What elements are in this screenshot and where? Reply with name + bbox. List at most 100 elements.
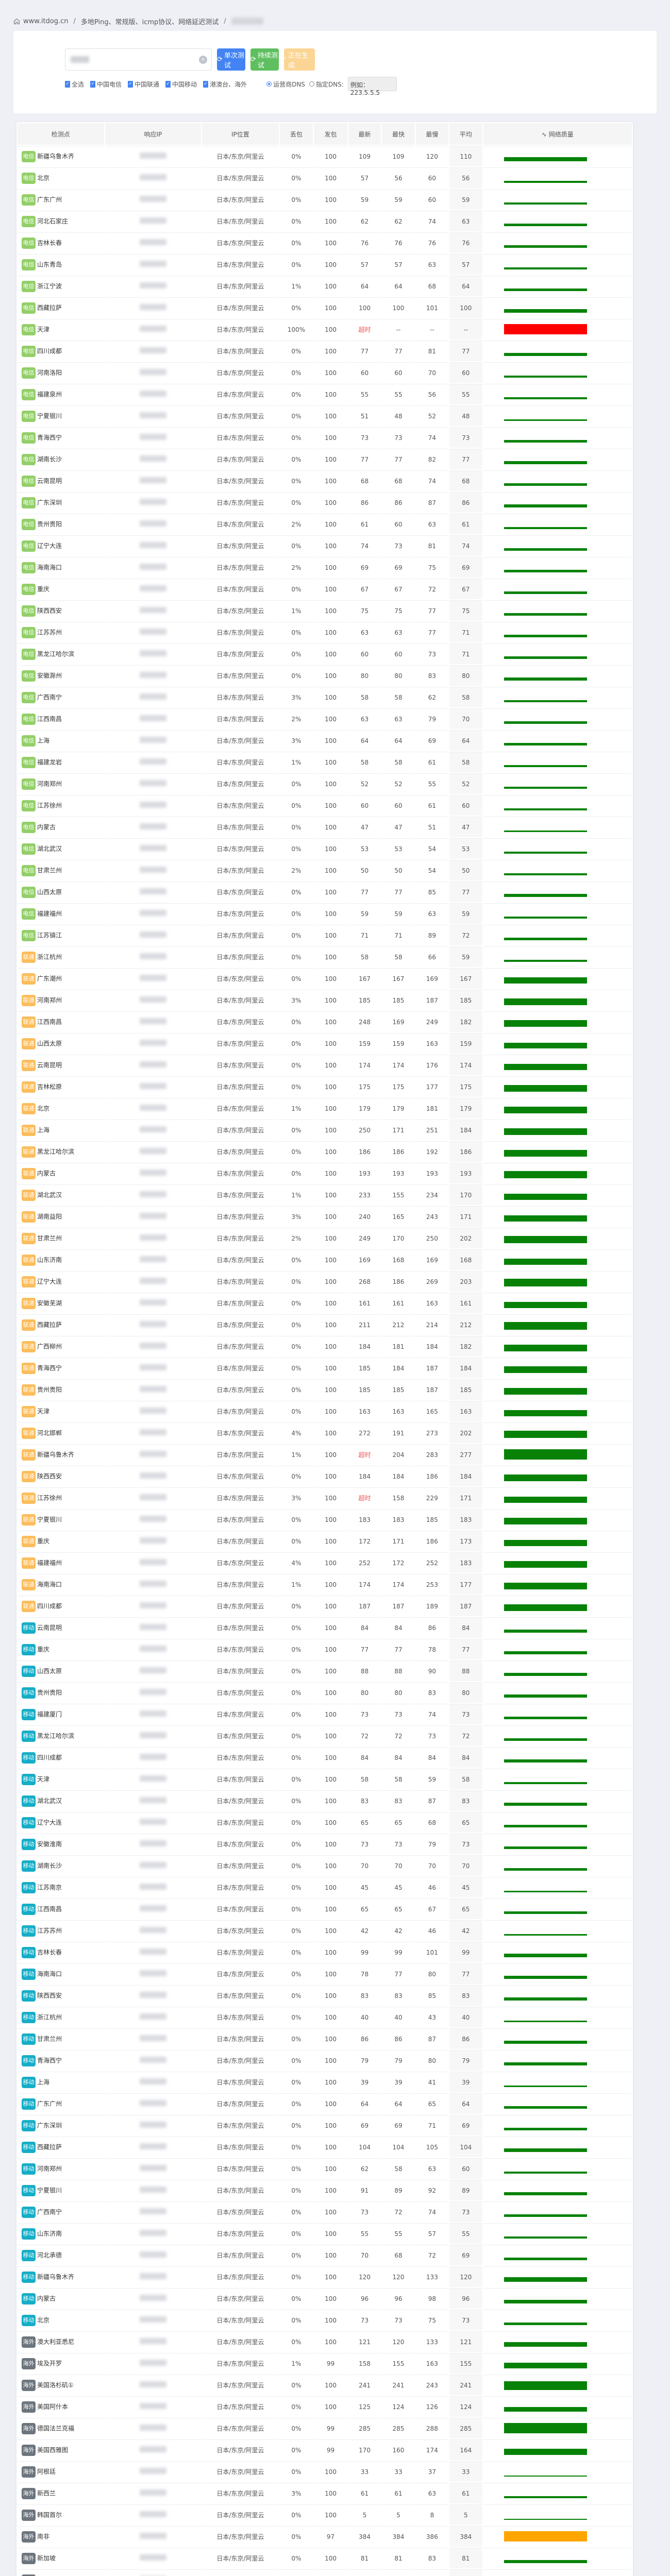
quality-cell[interactable] [483, 2223, 632, 2244]
quality-cell[interactable] [483, 1487, 632, 1508]
table-row[interactable]: 电信 重庆 日本/东京/阿里云 0% 100 67 67 72 67 [18, 579, 632, 599]
quality-cell[interactable] [483, 838, 632, 859]
table-row[interactable]: 移动 广东广州 日本/东京/阿里云 0% 100 64 64 65 64 [18, 2093, 632, 2114]
quality-cell[interactable] [483, 1531, 632, 1551]
header-fastest[interactable]: 最快 [382, 123, 415, 145]
table-row[interactable]: 移动 广东深圳 日本/东京/阿里云 0% 100 69 69 71 69 [18, 2115, 632, 2136]
quality-cell[interactable] [483, 1812, 632, 1833]
table-row[interactable]: 电信 江苏苏州 日本/东京/阿里云 0% 100 63 63 77 71 [18, 622, 632, 642]
table-row[interactable]: 联通 宁夏银川 日本/东京/阿里云 0% 100 183 183 185 183 [18, 1509, 632, 1530]
table-row[interactable]: 联通 吉林松原 日本/东京/阿里云 0% 100 175 175 177 175 [18, 1076, 632, 1097]
quality-cell[interactable] [483, 1725, 632, 1746]
quality-cell[interactable] [483, 925, 632, 945]
quality-cell[interactable] [483, 1271, 632, 1292]
quality-cell[interactable] [483, 1617, 632, 1638]
quality-cell[interactable] [483, 600, 632, 621]
quality-cell[interactable] [483, 1401, 632, 1421]
header-sent[interactable]: 发包 [314, 123, 347, 145]
table-row[interactable]: 电信 广东深圳 日本/东京/阿里云 0% 100 86 86 87 86 [18, 492, 632, 513]
table-row[interactable]: 移动 天津 日本/东京/阿里云 0% 100 58 58 59 58 [18, 1769, 632, 1789]
continuous-test-button[interactable]: ⟳ 持续测试 [250, 48, 279, 71]
table-row[interactable]: 电信 江西南昌 日本/东京/阿里云 2% 100 63 63 79 70 [18, 708, 632, 729]
quality-cell[interactable] [483, 1466, 632, 1486]
table-row[interactable]: 联通 江苏徐州 日本/东京/阿里云 3% 100 超时 158 229 171 [18, 1487, 632, 1508]
table-row[interactable]: 移动 湖北武汉 日本/东京/阿里云 0% 100 83 83 87 83 [18, 1790, 632, 1811]
quality-cell[interactable] [483, 2245, 632, 2265]
quality-cell[interactable] [483, 2396, 632, 2417]
quality-cell[interactable] [483, 211, 632, 231]
header-quality[interactable]: ∿ 网络质量 [483, 123, 632, 145]
table-row[interactable]: 海外 阿根廷 日本/东京/阿里云 0% 100 33 33 37 33 [18, 2461, 632, 2482]
quality-cell[interactable] [483, 1076, 632, 1097]
quality-cell[interactable] [483, 2483, 632, 2503]
table-row[interactable]: 联通 河北邯郸 日本/东京/阿里云 4% 100 272 191 273 202 [18, 1422, 632, 1443]
table-row[interactable]: 联通 上海 日本/东京/阿里云 0% 100 250 171 251 184 [18, 1120, 632, 1140]
table-row[interactable]: 移动 云南昆明 日本/东京/阿里云 0% 100 84 84 86 84 [18, 1617, 632, 1638]
table-row[interactable]: 联通 内蒙古 日本/东京/阿里云 0% 100 193 193 193 193 [18, 1163, 632, 1183]
quality-cell[interactable] [483, 795, 632, 816]
radio-isp-dns[interactable]: 运营商DNS [266, 80, 305, 89]
quality-cell[interactable] [483, 752, 632, 772]
quality-cell[interactable] [483, 860, 632, 880]
header-location[interactable]: 检测点 [18, 123, 104, 145]
dns-input[interactable]: 例如：223.5.5.5 [347, 77, 397, 96]
quality-cell[interactable] [483, 2418, 632, 2438]
table-row[interactable]: 移动 贵州贵阳 日本/东京/阿里云 0% 100 80 80 83 80 [18, 1682, 632, 1703]
quality-cell[interactable] [483, 1120, 632, 1140]
quality-cell[interactable] [483, 189, 632, 210]
table-row[interactable]: 电信 吉林长春 日本/东京/阿里云 0% 100 76 76 76 76 [18, 232, 632, 253]
quality-cell[interactable] [483, 1747, 632, 1768]
quality-cell[interactable] [483, 1985, 632, 2006]
table-row[interactable]: 海外 南非 日本/东京/阿里云 0% 97 384 384 386 384 [18, 2526, 632, 2547]
table-row[interactable]: 联通 广西柳州 日本/东京/阿里云 0% 100 184 181 184 182 [18, 1336, 632, 1357]
table-row[interactable]: 电信 广东广州 日本/东京/阿里云 0% 100 59 59 60 59 [18, 189, 632, 210]
quality-cell[interactable] [483, 773, 632, 794]
quality-cell[interactable] [483, 990, 632, 1010]
quality-cell[interactable] [483, 2288, 632, 2309]
quality-cell[interactable] [483, 276, 632, 296]
table-row[interactable]: 联通 安徽芜湖 日本/东京/阿里云 0% 100 161 161 163 161 [18, 1293, 632, 1313]
quality-cell[interactable] [483, 2028, 632, 2049]
table-row[interactable]: 电信 陕西西安 日本/东京/阿里云 1% 100 75 75 77 75 [18, 600, 632, 621]
table-row[interactable]: 移动 江西南昌 日本/东京/阿里云 0% 100 65 65 67 65 [18, 1899, 632, 1919]
quality-cell[interactable] [483, 1336, 632, 1357]
table-row[interactable]: 联通 浙江杭州 日本/东京/阿里云 0% 100 58 58 66 59 [18, 946, 632, 967]
quality-cell[interactable] [483, 579, 632, 599]
quality-cell[interactable] [483, 2461, 632, 2482]
quality-cell[interactable] [483, 1141, 632, 1162]
table-row[interactable]: 电信 西藏拉萨 日本/东京/阿里云 0% 100 100 100 101 100 [18, 297, 632, 318]
quality-cell[interactable] [483, 557, 632, 578]
quality-cell[interactable] [483, 1639, 632, 1659]
quality-cell[interactable] [483, 1055, 632, 1075]
quality-cell[interactable] [483, 2548, 632, 2568]
table-row[interactable]: 移动 浙江杭州 日本/东京/阿里云 0% 100 40 40 43 40 [18, 2007, 632, 2027]
header-slowest[interactable]: 最慢 [415, 123, 449, 145]
table-row[interactable]: 电信 河南洛阳 日本/东京/阿里云 0% 100 60 60 70 60 [18, 362, 632, 383]
quality-cell[interactable] [483, 1769, 632, 1789]
home-icon[interactable] [13, 18, 20, 25]
quality-cell[interactable] [483, 2201, 632, 2222]
table-row[interactable]: 联通 海南海口 日本/东京/阿里云 1% 100 174 174 253 177 [18, 1574, 632, 1595]
header-loss[interactable]: 丢包 [279, 123, 313, 145]
quality-cell[interactable] [483, 882, 632, 902]
quality-cell[interactable] [483, 946, 632, 967]
quality-cell[interactable] [483, 1920, 632, 1941]
breadcrumb-page[interactable]: 多地Ping、常规版、icmp协议、网络延迟测试 [80, 18, 219, 26]
table-row[interactable]: 海外 新加坡 日本/东京/阿里云 0% 100 81 81 83 81 [18, 2548, 632, 2568]
table-row[interactable]: 移动 重庆 日本/东京/阿里云 0% 100 77 77 78 77 [18, 1639, 632, 1659]
table-row[interactable]: 移动 甘肃兰州 日本/东京/阿里云 0% 100 86 86 87 86 [18, 2028, 632, 2049]
quality-cell[interactable] [483, 903, 632, 924]
quality-cell[interactable] [483, 1942, 632, 1962]
radio-custom-dns[interactable]: 指定DNS: [309, 80, 344, 89]
quality-cell[interactable] [483, 2504, 632, 2525]
table-row[interactable]: 电信 海南海口 日本/东京/阿里云 2% 100 69 69 75 69 [18, 557, 632, 578]
table-row[interactable]: 联通 新疆乌鲁木齐 日本/东京/阿里云 1% 100 超时 204 283 277 [18, 1444, 632, 1465]
table-row[interactable]: 移动 新疆乌鲁木齐 日本/东京/阿里云 0% 100 120 120 133 120 [18, 2266, 632, 2287]
table-row[interactable]: 电信 天津 日本/东京/阿里云 100% 100 超时 -- -- -- [18, 319, 632, 340]
quality-cell[interactable] [483, 2115, 632, 2136]
table-row[interactable]: 移动 江苏南京 日本/东京/阿里云 0% 100 45 45 46 45 [18, 1877, 632, 1897]
quality-cell[interactable] [483, 1899, 632, 1919]
quality-cell[interactable] [483, 643, 632, 664]
table-row[interactable]: 联通 黑龙江哈尔滨 日本/东京/阿里云 0% 100 186 186 192 186 [18, 1141, 632, 1162]
table-row[interactable]: 电信 浙江宁波 日本/东京/阿里云 1% 100 64 64 68 64 [18, 276, 632, 296]
